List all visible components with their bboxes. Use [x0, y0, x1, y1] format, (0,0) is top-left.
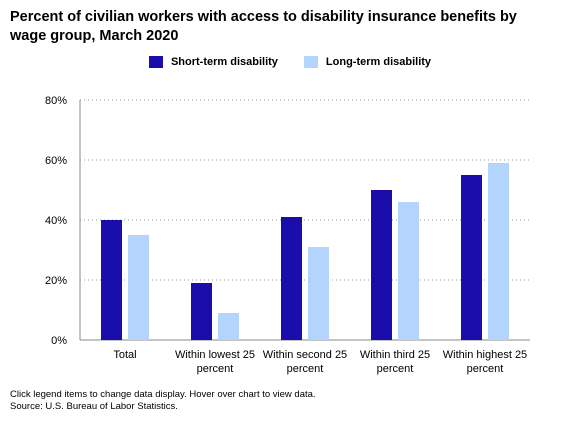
- x-tick-label-3: Within third 25 percent: [360, 349, 430, 375]
- chart-legend: Short-term disability Long-term disabili…: [0, 56, 580, 68]
- legend-swatch-long-term: [303, 56, 318, 68]
- legend-item-short-term[interactable]: Short-term disability: [148, 56, 278, 68]
- legend-label-short-term: Short-term disability: [170, 56, 278, 68]
- x-tick-label-0: Total: [113, 349, 136, 361]
- x-tick-label-2: Within second 25 percent: [263, 349, 347, 375]
- x-tick-label-4: Within highest 25 percent: [443, 349, 527, 375]
- legend-item-long-term[interactable]: Long-term disability: [303, 56, 432, 68]
- footer-source: Source: U.S. Bureau of Labor Statistics.: [10, 401, 178, 412]
- y-tick-label-60: 60%: [45, 155, 67, 167]
- y-tick-label-20: 20%: [45, 275, 67, 287]
- bar-short-term-2[interactable]: [281, 217, 302, 340]
- chart-title: Percent of civilian workers with access …: [10, 9, 517, 44]
- y-tick-label-80: 80%: [45, 95, 67, 107]
- bar-long-term-0[interactable]: [128, 235, 149, 340]
- footer-note: Click legend items to change data displa…: [10, 389, 316, 400]
- y-tick-label-0: 0%: [51, 335, 67, 347]
- y-tick-label-40: 40%: [45, 215, 67, 227]
- legend-swatch-short-term: [148, 56, 163, 68]
- legend-label-long-term: Long-term disability: [325, 56, 432, 68]
- bar-short-term-0[interactable]: [101, 220, 122, 340]
- bar-short-term-4[interactable]: [461, 175, 482, 340]
- bar-short-term-1[interactable]: [191, 283, 212, 340]
- x-tick-label-1: Within lowest 25 percent: [175, 349, 255, 375]
- chart-footer: Click legend items to change data displa…: [10, 389, 316, 413]
- bar-long-term-3[interactable]: [398, 202, 419, 340]
- bar-long-term-4[interactable]: [488, 163, 509, 340]
- bar-long-term-2[interactable]: [308, 247, 329, 340]
- bar-long-term-1[interactable]: [218, 313, 239, 340]
- bar-short-term-3[interactable]: [371, 190, 392, 340]
